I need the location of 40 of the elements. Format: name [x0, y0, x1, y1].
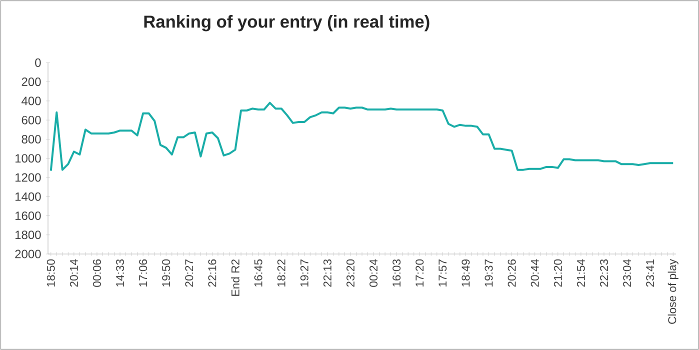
- x-tick-label: 21:54: [576, 259, 585, 287]
- x-tick-label: 23:41: [646, 259, 654, 287]
- x-tick-label: 16:03: [392, 259, 401, 286]
- x-tick-label: 17:20: [416, 259, 424, 286]
- x-tick-label: 19:37: [484, 260, 493, 286]
- x-tick-label: 20:14: [70, 259, 78, 287]
- x-tick-label: 22:23: [600, 259, 608, 287]
- x-tick-label: 18:49: [462, 259, 470, 286]
- x-tick-label: 18:50: [46, 259, 55, 286]
- x-tick-label: 23:04: [623, 259, 632, 287]
- x-tick-label: 22:13: [323, 259, 332, 287]
- x-tick-label: End R2: [231, 260, 240, 296]
- y-tick-label: 1000: [16, 154, 41, 163]
- x-tick-label: 23:20: [346, 259, 354, 287]
- y-tick-label: 1800: [16, 230, 41, 240]
- x-tick-label: 17:57: [438, 260, 447, 286]
- y-tick-label: 200: [22, 78, 41, 86]
- x-tick-label: 16:45: [254, 259, 262, 286]
- y-tick-label: 2000: [15, 250, 41, 258]
- x-tick-label: 14:33: [116, 259, 124, 286]
- x-tick-label: 00:06: [92, 259, 101, 287]
- x-tick-label: 19:27: [300, 260, 308, 286]
- x-tick-label: Close of play: [668, 258, 678, 324]
- y-tick-label: 1400: [16, 192, 41, 201]
- x-tick-label: 21:20: [554, 259, 562, 287]
- chart-title: Ranking of your entry (in real time): [144, 15, 430, 32]
- x-tick-label: 19:50: [162, 259, 170, 286]
- y-tick-label: 1200: [16, 173, 41, 182]
- y-tick-label: 1600: [16, 211, 41, 220]
- y-tick-label: 400: [22, 96, 41, 106]
- y-tick-label: 600: [22, 116, 41, 124]
- x-tick-label: 22:16: [208, 259, 216, 287]
- x-tick-label: 18:22: [277, 260, 286, 286]
- x-tick-label: 20:27: [185, 260, 194, 287]
- x-tick-label: 20:26: [508, 259, 516, 287]
- x-tick-label: 17:06: [139, 259, 148, 286]
- x-tick-label: 20:44: [530, 259, 539, 287]
- y-tick-label: 800: [22, 134, 41, 144]
- x-tick-label: 00:24: [370, 259, 378, 287]
- y-tick-label: 0: [35, 58, 41, 67]
